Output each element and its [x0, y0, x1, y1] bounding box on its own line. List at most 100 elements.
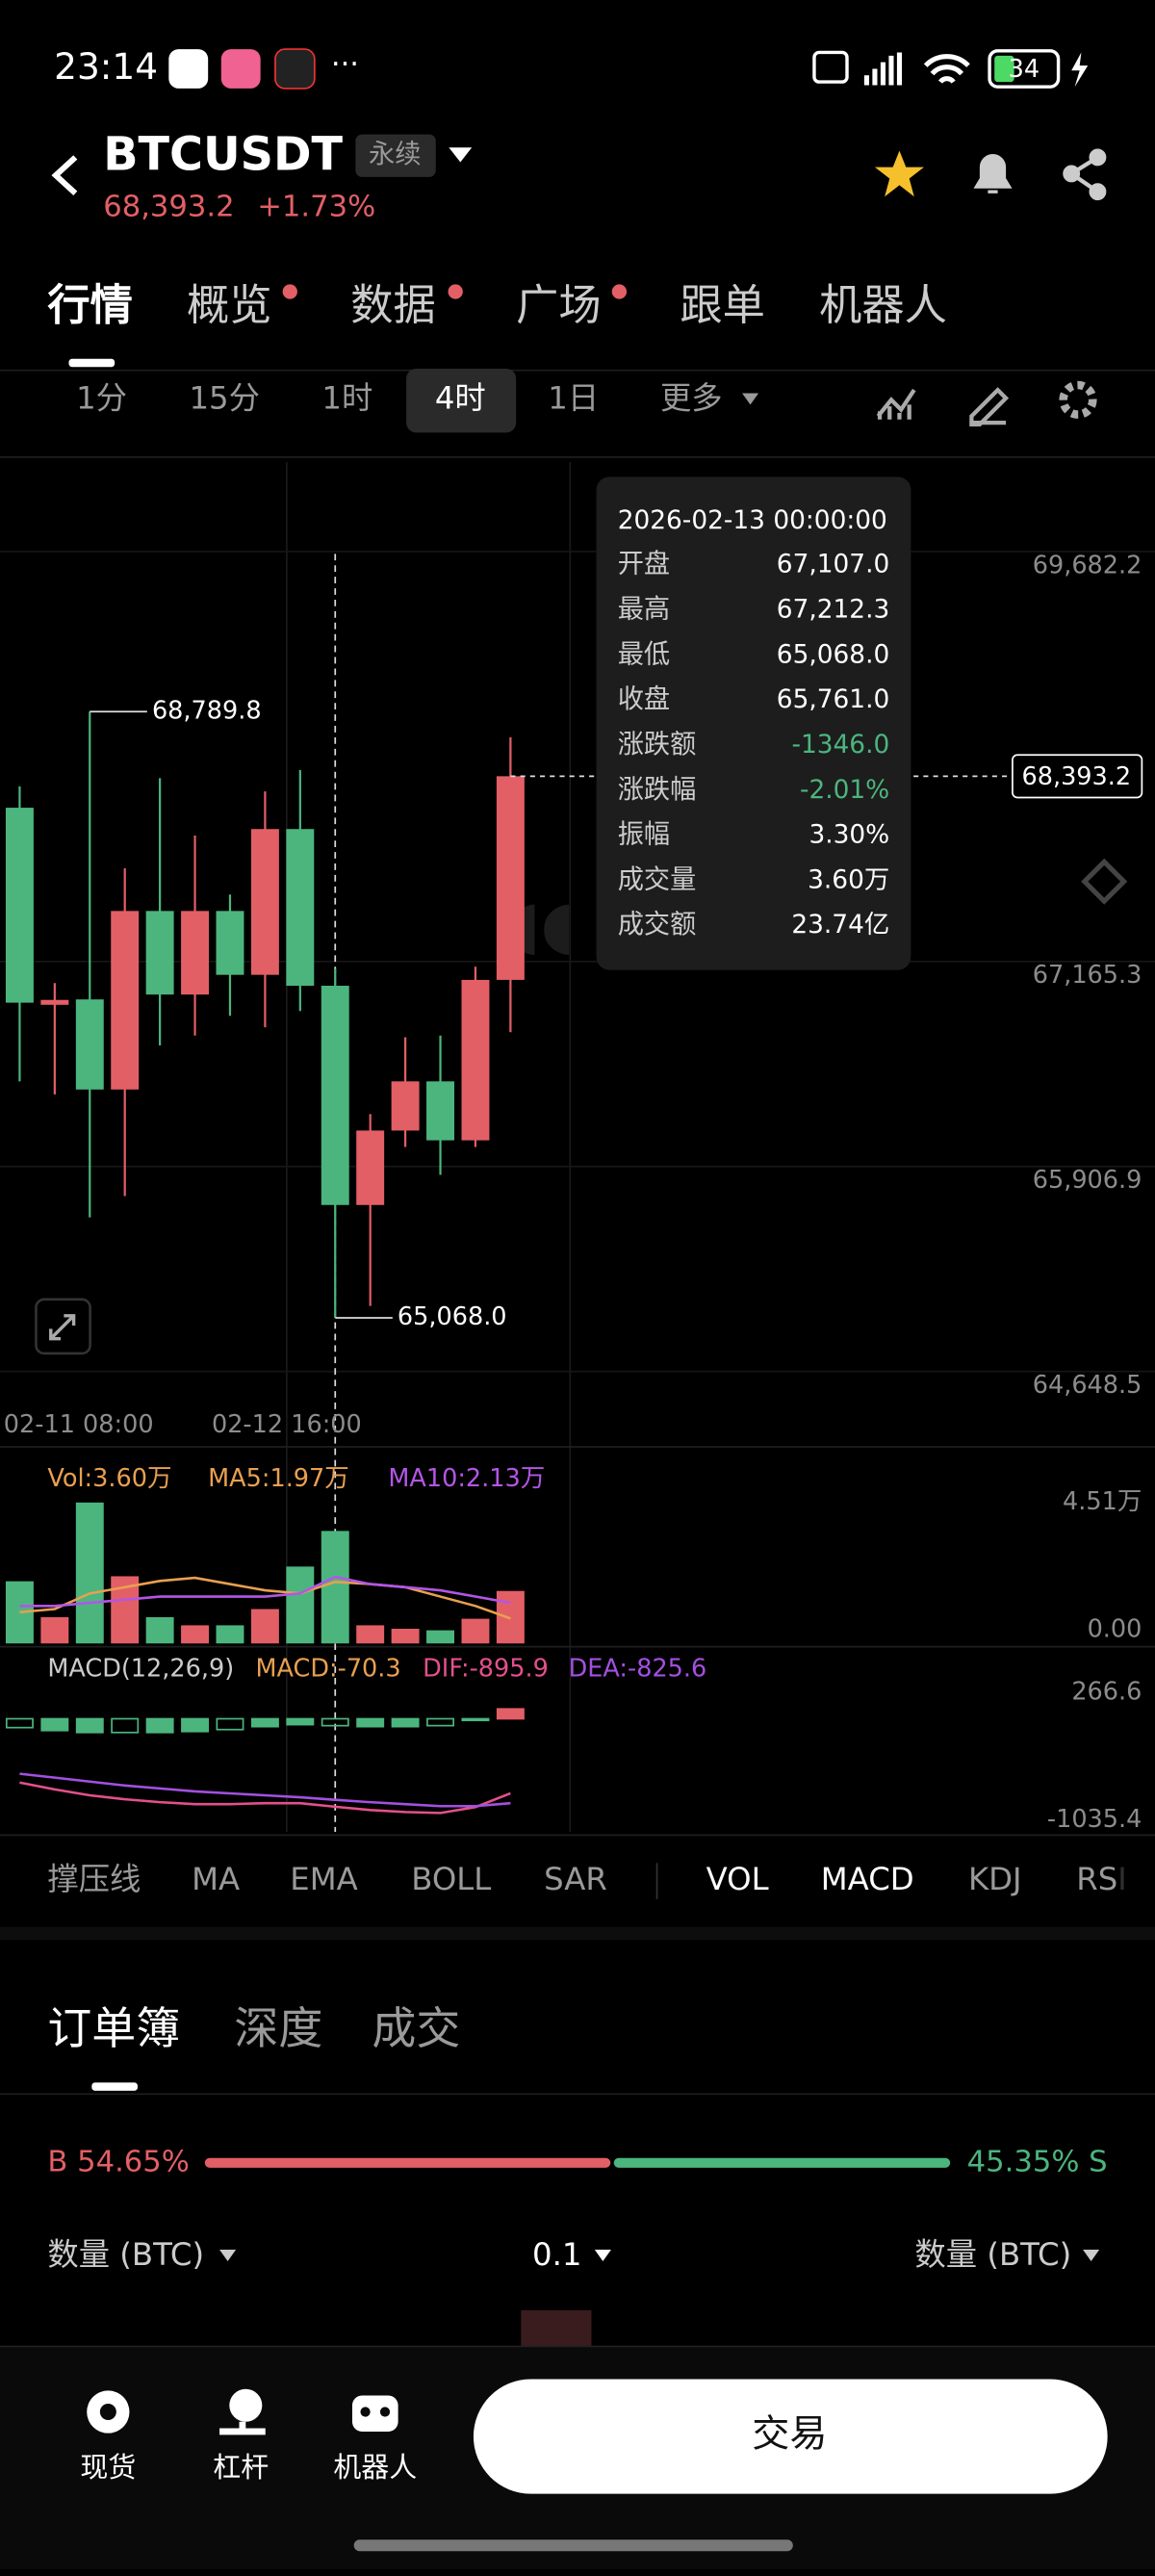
- tooltip-label: 涨跌额: [618, 730, 697, 760]
- macd-bar: [5, 1717, 34, 1729]
- app-icon: [220, 49, 261, 89]
- tab-indicator: [91, 2082, 138, 2091]
- interval[interactable]: 1分: [76, 379, 127, 416]
- alert-bell[interactable]: [973, 154, 1013, 193]
- badge: [611, 284, 628, 299]
- last-price: 68,393.2: [103, 191, 234, 224]
- volume-bar: [356, 1625, 385, 1644]
- tooltip-label: 涨跌幅: [618, 775, 697, 805]
- high-label: 68,789.8: [152, 696, 262, 725]
- candle-body: [181, 911, 210, 995]
- macd-bar: [145, 1717, 174, 1734]
- indicator[interactable]: SAR: [544, 1861, 607, 1897]
- column-header[interactable]: 数量 (BTC): [47, 2236, 204, 2273]
- bot-icon[interactable]: [351, 2395, 398, 2432]
- symbol-dropdown[interactable]: [449, 147, 473, 163]
- dea-line: [19, 1772, 511, 1808]
- indicator[interactable]: BOLL: [411, 1861, 491, 1897]
- indicator[interactable]: MACD: [821, 1861, 914, 1897]
- last-price-label: 68,393.2: [1021, 762, 1131, 791]
- candle-body: [286, 829, 315, 987]
- book-tab[interactable]: 订单簿: [47, 2002, 180, 2054]
- tab[interactable]: 概览: [187, 281, 272, 330]
- macd-bar: [461, 1717, 490, 1722]
- tooltip-rows: 开盘 67,107.0 最高 67,212.3 最低 65,068.0 收盘 65,761.0…: [618, 550, 890, 940]
- tab[interactable]: 跟单: [680, 281, 765, 330]
- low-label: 65,068.0: [398, 1302, 507, 1331]
- x-tick-label: 02-12 16:00: [212, 1410, 362, 1439]
- dropdown[interactable]: [594, 2250, 611, 2261]
- dif-line: [19, 1781, 511, 1815]
- dropdown[interactable]: [219, 2250, 237, 2261]
- tooltip-value: -1346.0: [791, 731, 889, 760]
- indicator[interactable]: VOL: [706, 1861, 769, 1897]
- draw-icon[interactable]: [969, 387, 1010, 426]
- back-button[interactable]: [51, 155, 78, 196]
- interval[interactable]: 4时: [435, 379, 486, 416]
- interval[interactable]: 1日: [548, 379, 599, 416]
- book-tab[interactable]: 成交: [372, 2002, 460, 2054]
- nav-label[interactable]: 现货: [80, 2451, 136, 2484]
- indicator[interactable]: RSI: [1076, 1861, 1127, 1897]
- macd-bar: [75, 1717, 104, 1734]
- indicator[interactable]: MA: [192, 1861, 240, 1897]
- tooltip-label: 开盘: [618, 550, 670, 580]
- nav-label[interactable]: 杠杆: [213, 2451, 269, 2484]
- volume-bar: [40, 1616, 69, 1644]
- tag-box: [355, 134, 436, 177]
- bot-eye: [379, 2407, 391, 2417]
- interval-selected: [406, 368, 517, 433]
- tooltip-date: 2026-02-13 00:00:00: [618, 506, 887, 535]
- tab[interactable]: 机器人: [819, 281, 947, 330]
- more-dropdown[interactable]: [742, 393, 759, 405]
- vol-tick-label: 4.51万: [1063, 1487, 1142, 1516]
- dropdown[interactable]: [1083, 2250, 1100, 2261]
- home-indicator: [353, 2539, 793, 2552]
- interval[interactable]: 15分: [189, 379, 259, 416]
- tab[interactable]: 数据: [350, 281, 436, 330]
- float-icon[interactable]: [1081, 858, 1128, 905]
- tooltip-value: 67,212.3: [777, 596, 889, 625]
- candle-body: [40, 999, 69, 1005]
- favorite-star[interactable]: [874, 150, 925, 197]
- margin-icon[interactable]: [229, 2388, 263, 2422]
- precision[interactable]: 0.1: [532, 2236, 581, 2273]
- mute-icon: [812, 50, 849, 84]
- interval[interactable]: 1时: [321, 379, 372, 416]
- macd-bar: [250, 1717, 279, 1728]
- macd-bar: [181, 1717, 210, 1733]
- indicator[interactable]: KDJ: [968, 1861, 1022, 1897]
- y-tick-label: 65,906.9: [1033, 1166, 1142, 1195]
- volume-bar: [181, 1625, 210, 1644]
- interval[interactable]: 更多: [660, 379, 723, 416]
- tooltip-value: 23.74亿: [791, 911, 889, 940]
- trade-button[interactable]: [473, 2379, 1108, 2494]
- macd-bar: [391, 1717, 420, 1728]
- depth-shade: [521, 2310, 592, 2347]
- column-header[interactable]: 数量 (BTC): [914, 2236, 1071, 2273]
- share-icon[interactable]: [1063, 148, 1107, 201]
- indicator[interactable]: 撑压线: [47, 1861, 141, 1897]
- fade: [1120, 1851, 1155, 1911]
- nav-label[interactable]: 机器人: [333, 2451, 417, 2484]
- macd-bar: [111, 1717, 140, 1734]
- expand-button[interactable]: [35, 1298, 91, 1355]
- badge: [448, 284, 463, 299]
- ma5-line: [19, 1576, 511, 1620]
- candle-body: [426, 1081, 455, 1141]
- spot-icon-inner: [99, 2404, 116, 2421]
- tab[interactable]: 广场: [516, 281, 602, 330]
- macd-bar: [321, 1717, 349, 1727]
- indicator[interactable]: EMA: [290, 1861, 357, 1897]
- more-dots: ···: [331, 48, 359, 82]
- book-tab[interactable]: 深度: [234, 2002, 322, 2054]
- indicator-icon[interactable]: [876, 388, 916, 420]
- tab[interactable]: 行情: [47, 281, 133, 330]
- tooltip-label: 最高: [618, 595, 670, 625]
- macd-tick-label: -1035.4: [1047, 1805, 1142, 1834]
- candle-body: [496, 776, 525, 980]
- candle-body: [391, 1081, 420, 1131]
- macd-bar: [356, 1717, 385, 1728]
- settings-icon[interactable]: [1059, 380, 1097, 419]
